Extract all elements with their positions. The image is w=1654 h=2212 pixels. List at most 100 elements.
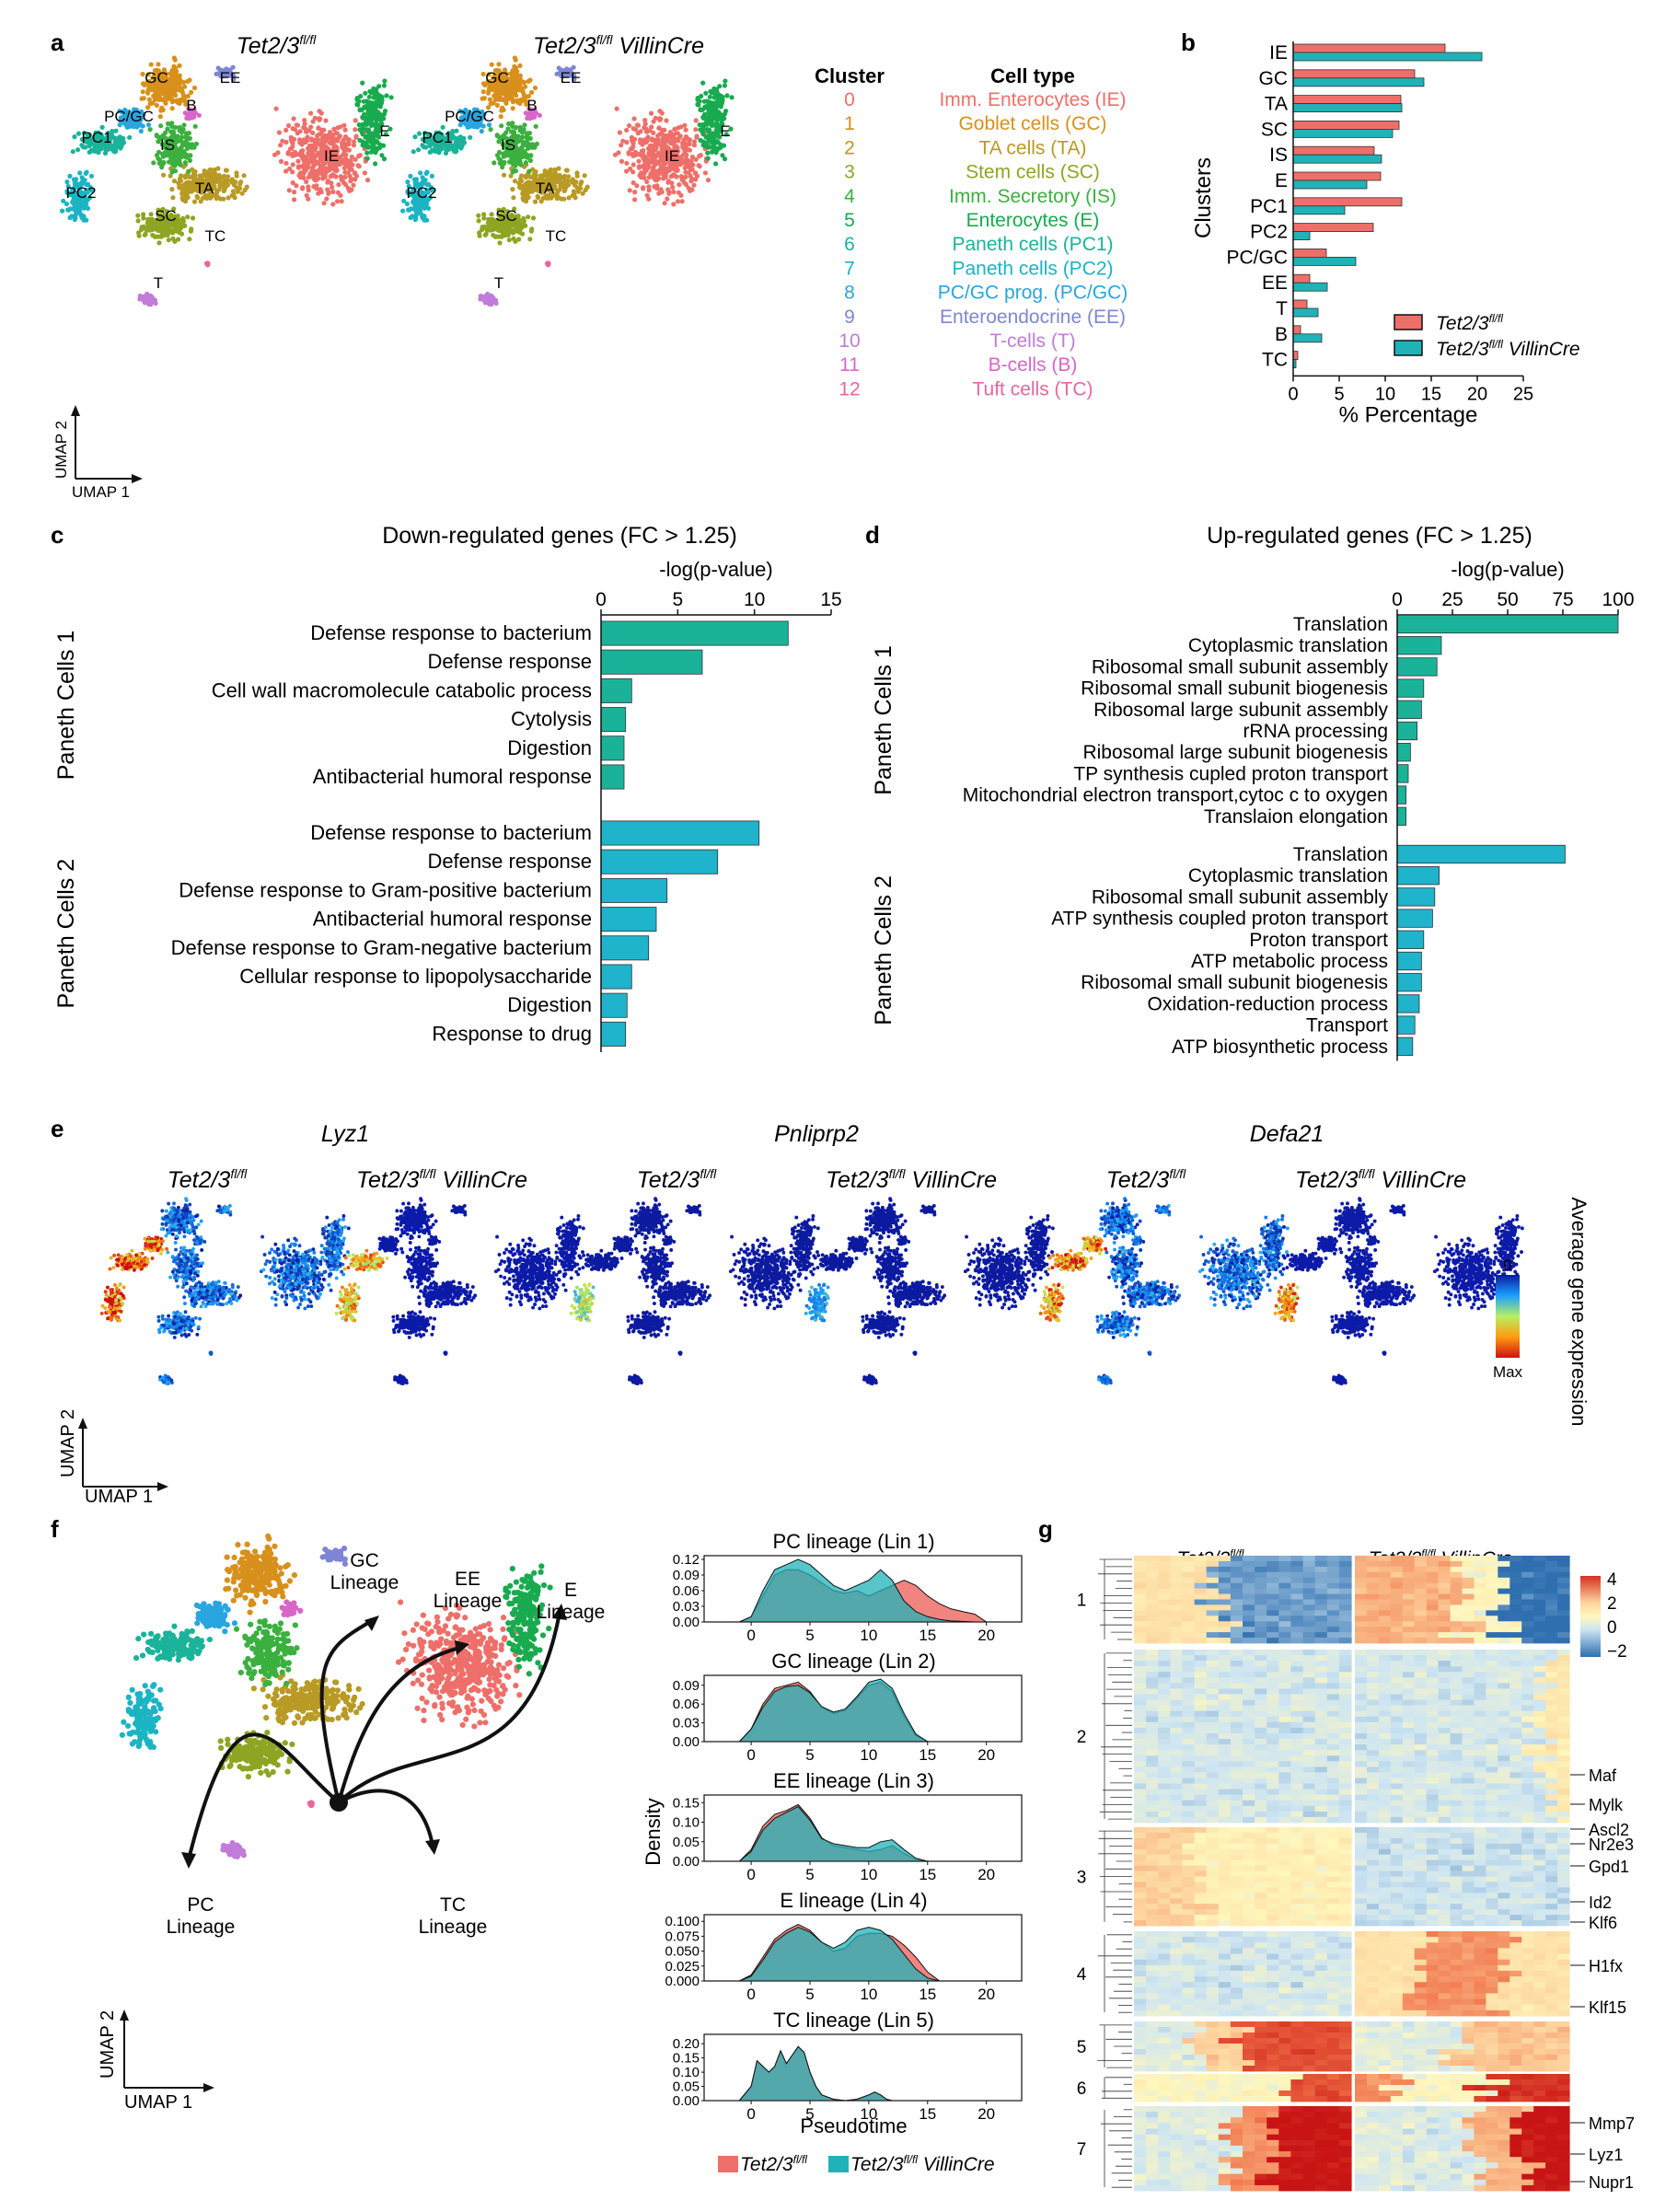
- umap-cluster-label: PC2: [406, 184, 436, 202]
- umap-point: [310, 130, 316, 135]
- umap-point: [302, 1293, 307, 1298]
- umap-point: [145, 220, 150, 226]
- go-term: Digestion: [507, 993, 592, 1016]
- bar-category: T: [1276, 298, 1288, 319]
- umap-point: [502, 233, 508, 238]
- umap-point: [314, 1282, 318, 1287]
- umap-point: [336, 135, 341, 141]
- umap-point: [375, 139, 380, 145]
- umap-point: [77, 207, 83, 213]
- umap-point: [312, 1272, 317, 1277]
- umap-point: [341, 148, 347, 154]
- go-bar: [1396, 973, 1422, 992]
- umap-point: [476, 218, 481, 224]
- umap-point: [520, 221, 526, 227]
- umap-point: [304, 179, 309, 184]
- umap-point: [147, 127, 153, 133]
- umap-point: [343, 182, 349, 188]
- umap-point: [165, 1219, 169, 1223]
- umap-point: [468, 134, 473, 140]
- umap-point: [510, 106, 515, 111]
- gene-title-lyz1: Lyz1: [321, 1121, 369, 1147]
- umap-point: [489, 62, 494, 67]
- umap-point: [353, 173, 360, 179]
- panel-label-b: b: [1181, 29, 1196, 56]
- x-tick: 0: [596, 589, 607, 610]
- umap-point: [292, 197, 297, 203]
- umap-point: [519, 134, 526, 140]
- umap-point: [526, 113, 532, 120]
- umap-point: [309, 137, 315, 143]
- umap-point: [171, 64, 177, 69]
- umap-point: [718, 93, 723, 98]
- umap-point: [276, 130, 282, 135]
- umap-point: [303, 1297, 307, 1302]
- go-term: Defense response to Gram-negative bacter…: [171, 936, 592, 959]
- umap-point: [70, 149, 75, 155]
- umap-point: [710, 108, 716, 113]
- umap-point: [724, 93, 730, 98]
- umap-point: [280, 1294, 284, 1299]
- bar-ko: [1292, 52, 1483, 62]
- bar-category: IE: [1269, 42, 1288, 64]
- umap-point: [298, 1303, 303, 1306]
- umap-point: [300, 186, 306, 191]
- go-term: ATP synthesis coupled proton transport: [1051, 909, 1388, 930]
- umap-point: [411, 149, 416, 155]
- umap-point: [339, 199, 344, 204]
- umap-point: [519, 173, 525, 179]
- go-term: Cytoplasmic translation: [1188, 635, 1388, 656]
- bar-wt: [1292, 223, 1374, 233]
- umap-point: [659, 131, 665, 136]
- umap-point: [312, 1286, 317, 1291]
- umap-point: [504, 97, 510, 102]
- umap-point: [186, 168, 191, 174]
- umap-point: [316, 161, 321, 167]
- umap-point: [658, 169, 665, 175]
- umap-point: [193, 141, 199, 146]
- umap-point: [272, 1282, 277, 1287]
- umap-point: [292, 1287, 296, 1291]
- cluster-name: PC/GC prog. (PC/GC): [938, 283, 1128, 304]
- umap-point: [278, 158, 284, 164]
- umap-point: [179, 231, 185, 237]
- umap-point: [318, 169, 324, 175]
- umap-point: [165, 126, 170, 132]
- umap-point: [166, 91, 171, 97]
- umap-point: [174, 1233, 179, 1238]
- umap-point: [408, 173, 413, 179]
- umap-point: [488, 127, 493, 133]
- umap-point: [176, 180, 181, 186]
- group-label: Paneth Cells 2: [53, 859, 79, 1009]
- go-term: Antibacterial humoral response: [313, 765, 592, 788]
- umap-point: [241, 173, 247, 179]
- umap-point: [525, 155, 530, 160]
- umap-point: [504, 227, 510, 233]
- umap-point: [265, 1258, 270, 1263]
- umap-point: [525, 195, 530, 201]
- umap-point: [287, 1253, 292, 1257]
- umap-point: [562, 173, 568, 179]
- umap-point: [632, 190, 638, 195]
- umap-point: [518, 162, 524, 168]
- umap-point: [329, 1268, 333, 1272]
- umap-point: [142, 232, 147, 237]
- go-term: Transport: [1306, 1015, 1388, 1037]
- umap-point: [630, 126, 636, 132]
- umap-point: [497, 240, 503, 246]
- umap-point: [457, 144, 462, 149]
- cluster-name: Enteroendocrine (EE): [940, 307, 1126, 328]
- cluster-id: 1: [844, 113, 855, 134]
- umap-point: [321, 201, 327, 206]
- umap-point: [298, 1280, 302, 1284]
- umap-point: [169, 187, 175, 192]
- panel-label-c: c: [51, 521, 64, 549]
- umap-point: [338, 124, 343, 130]
- x-tick: 0: [1392, 589, 1403, 610]
- umap-point: [563, 184, 569, 190]
- umap-point: [686, 185, 691, 191]
- go-term: Digestion: [507, 736, 592, 759]
- umap-point: [654, 168, 659, 174]
- umap-point: [317, 1280, 321, 1285]
